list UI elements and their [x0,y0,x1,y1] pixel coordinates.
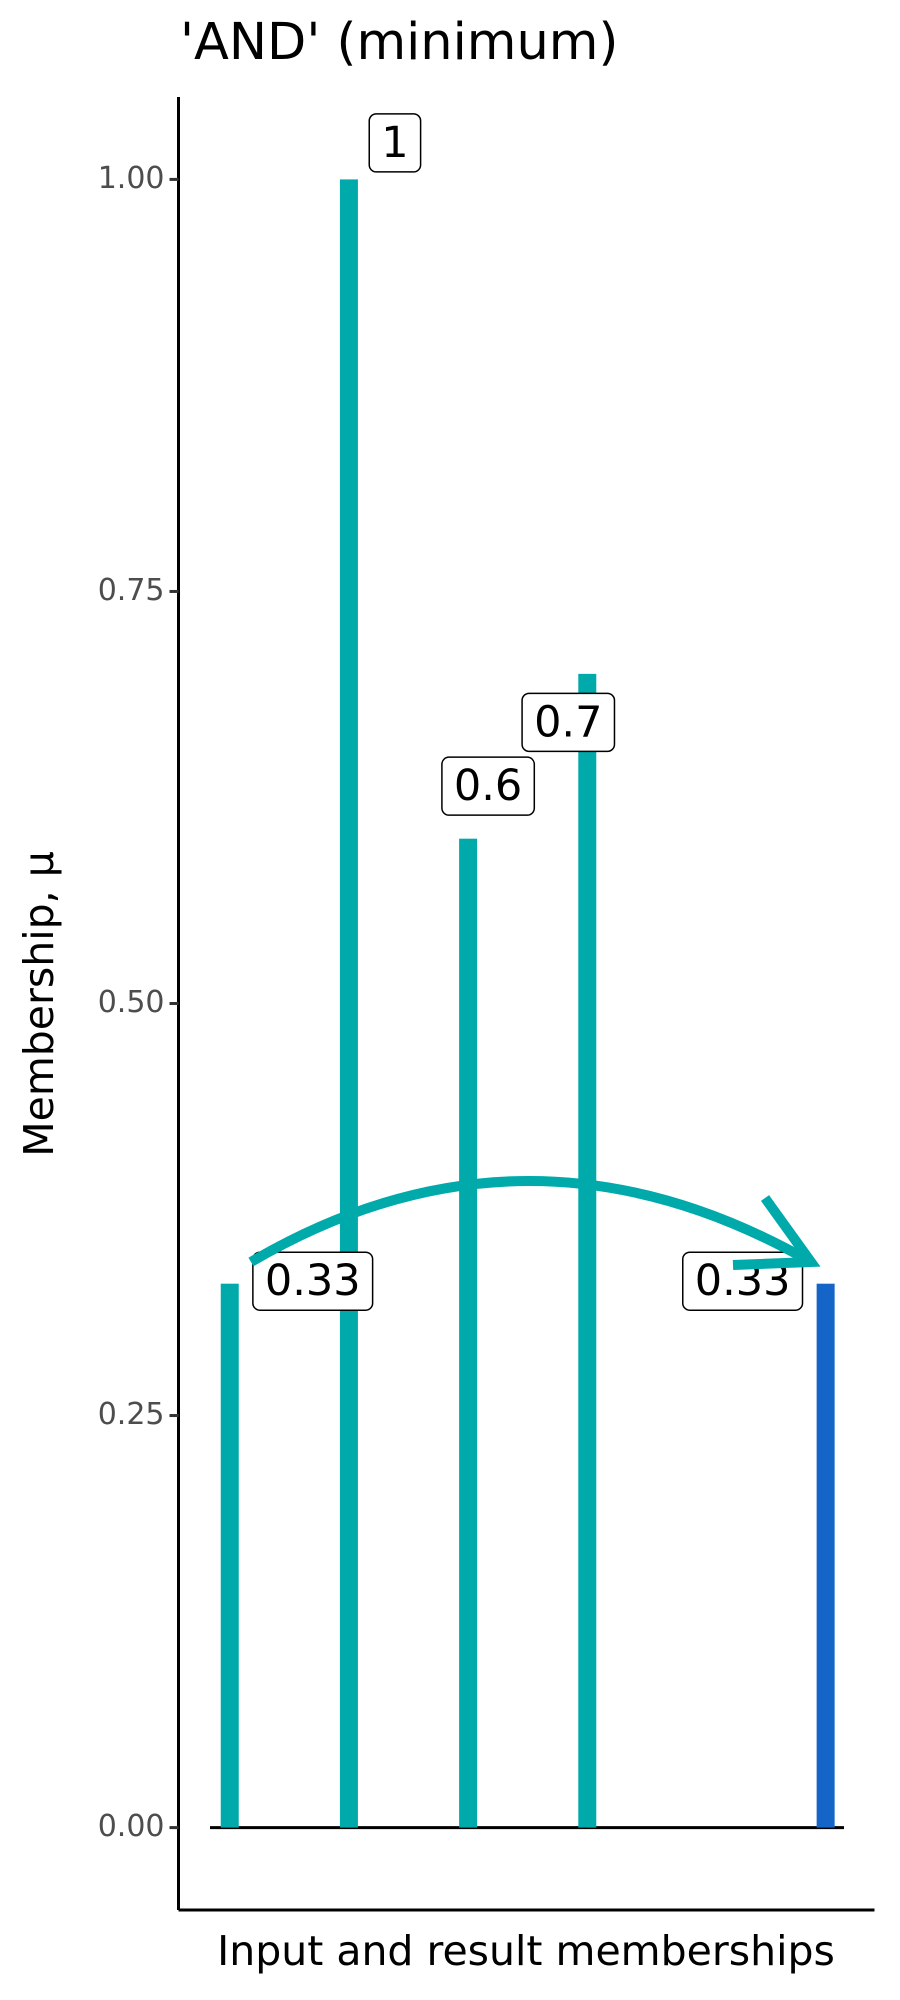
value-label: 1 [381,118,408,168]
x-axis-title: Input and result memberships [217,1927,835,1975]
y-tick-label: 0.75 [98,573,165,608]
bar [339,179,358,1828]
arrow [248,1176,814,1267]
value-label-box [252,1251,374,1311]
value-label-box [441,756,536,816]
value-label: 0.6 [454,761,522,811]
bar [220,1283,239,1828]
arrow-head [732,1195,821,1270]
y-axis-title: Membership, μ [15,851,63,1157]
y-tick-label: 0.00 [98,1809,165,1844]
y-tick-label: 0.25 [98,1397,165,1432]
bar [578,673,597,1828]
value-label-box [368,113,422,173]
bar [816,1283,835,1828]
y-tick-label: 0.50 [98,985,165,1020]
value-label-box [521,692,616,753]
y-tick-label: 1.00 [98,161,165,196]
value-label: 0.7 [534,697,602,747]
chart-title: 'AND' (minimum) [180,13,618,72]
bar [459,838,478,1828]
value-label: 0.33 [265,1256,361,1306]
